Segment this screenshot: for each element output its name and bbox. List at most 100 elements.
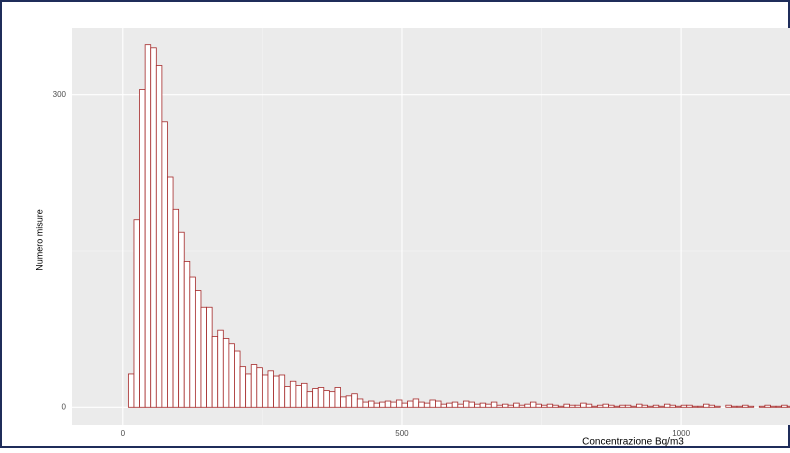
bar — [323, 390, 330, 408]
bar — [239, 366, 247, 408]
bar — [356, 398, 364, 408]
bar — [485, 403, 492, 408]
bar — [703, 403, 710, 408]
bar — [256, 367, 263, 408]
bar — [613, 405, 621, 408]
bar — [596, 404, 604, 408]
bar — [602, 403, 609, 408]
bar — [585, 403, 593, 408]
bar — [457, 403, 464, 408]
bar — [418, 401, 425, 408]
bar — [362, 401, 369, 408]
bar — [518, 404, 526, 408]
bar — [273, 375, 280, 408]
bar — [139, 89, 146, 408]
bar — [440, 403, 448, 408]
bar — [301, 382, 308, 408]
bar — [697, 405, 704, 408]
bar — [172, 208, 180, 408]
y-tick-label: 0 — [62, 402, 67, 411]
bar — [289, 380, 297, 408]
bar — [267, 370, 274, 408]
bar — [451, 401, 459, 408]
x-tick-label: 500 — [395, 429, 409, 438]
bar — [630, 405, 637, 408]
bar — [133, 219, 140, 408]
bar — [150, 47, 157, 408]
bar — [217, 329, 224, 408]
bar — [490, 401, 498, 408]
x-axis-title: Concentrazione Bq/m3 — [582, 437, 684, 448]
bar — [328, 391, 336, 408]
bar — [552, 404, 559, 408]
bar — [306, 391, 314, 408]
bar — [714, 405, 721, 408]
bar — [541, 404, 548, 408]
bar — [345, 395, 353, 408]
bar — [725, 404, 732, 408]
bar — [295, 385, 302, 408]
x-tick-label: 0 — [121, 429, 126, 438]
bar — [228, 343, 235, 408]
bar — [529, 401, 537, 408]
bar — [284, 386, 291, 408]
bar — [747, 405, 755, 408]
bar — [178, 231, 185, 408]
bar — [429, 399, 436, 408]
bar — [669, 404, 676, 408]
bar — [708, 404, 716, 408]
bar — [401, 402, 408, 408]
bar — [278, 374, 286, 408]
bar — [373, 402, 381, 408]
x-tick-label: 1000 — [672, 429, 690, 438]
bar — [435, 400, 442, 408]
bar — [222, 338, 230, 408]
bar — [390, 401, 397, 408]
bar — [234, 350, 241, 408]
bar — [206, 306, 213, 408]
bar — [770, 405, 777, 408]
bar — [155, 65, 163, 408]
bar — [546, 403, 554, 408]
y-tick-label: 300 — [53, 90, 67, 99]
bar — [658, 405, 665, 408]
bar — [781, 404, 788, 408]
bar — [384, 400, 392, 408]
bar — [730, 405, 738, 408]
bar — [574, 404, 582, 408]
bar — [245, 373, 252, 408]
bar — [502, 403, 509, 408]
bar — [513, 402, 520, 408]
bar — [261, 374, 269, 408]
bar — [334, 387, 341, 408]
bar — [563, 403, 570, 408]
bar — [468, 401, 475, 408]
bar — [569, 404, 576, 408]
bar — [340, 396, 347, 408]
bar — [736, 405, 743, 408]
bar — [608, 404, 615, 408]
bar — [652, 404, 660, 408]
bar — [619, 404, 626, 408]
bar — [412, 398, 420, 408]
bar — [479, 402, 487, 408]
bar — [167, 176, 174, 408]
bar — [462, 400, 470, 408]
bar — [423, 402, 431, 408]
bar — [758, 405, 766, 408]
bar — [641, 404, 649, 408]
bar — [183, 261, 191, 408]
bar — [580, 402, 587, 408]
bar — [524, 403, 531, 408]
bar — [535, 403, 542, 408]
bar — [127, 373, 135, 408]
bar — [675, 405, 682, 408]
bar — [474, 403, 481, 408]
bars — [127, 44, 790, 408]
bar — [636, 403, 643, 408]
bar — [764, 404, 771, 408]
bar — [351, 393, 358, 408]
bar — [395, 399, 403, 408]
bar — [557, 405, 565, 408]
